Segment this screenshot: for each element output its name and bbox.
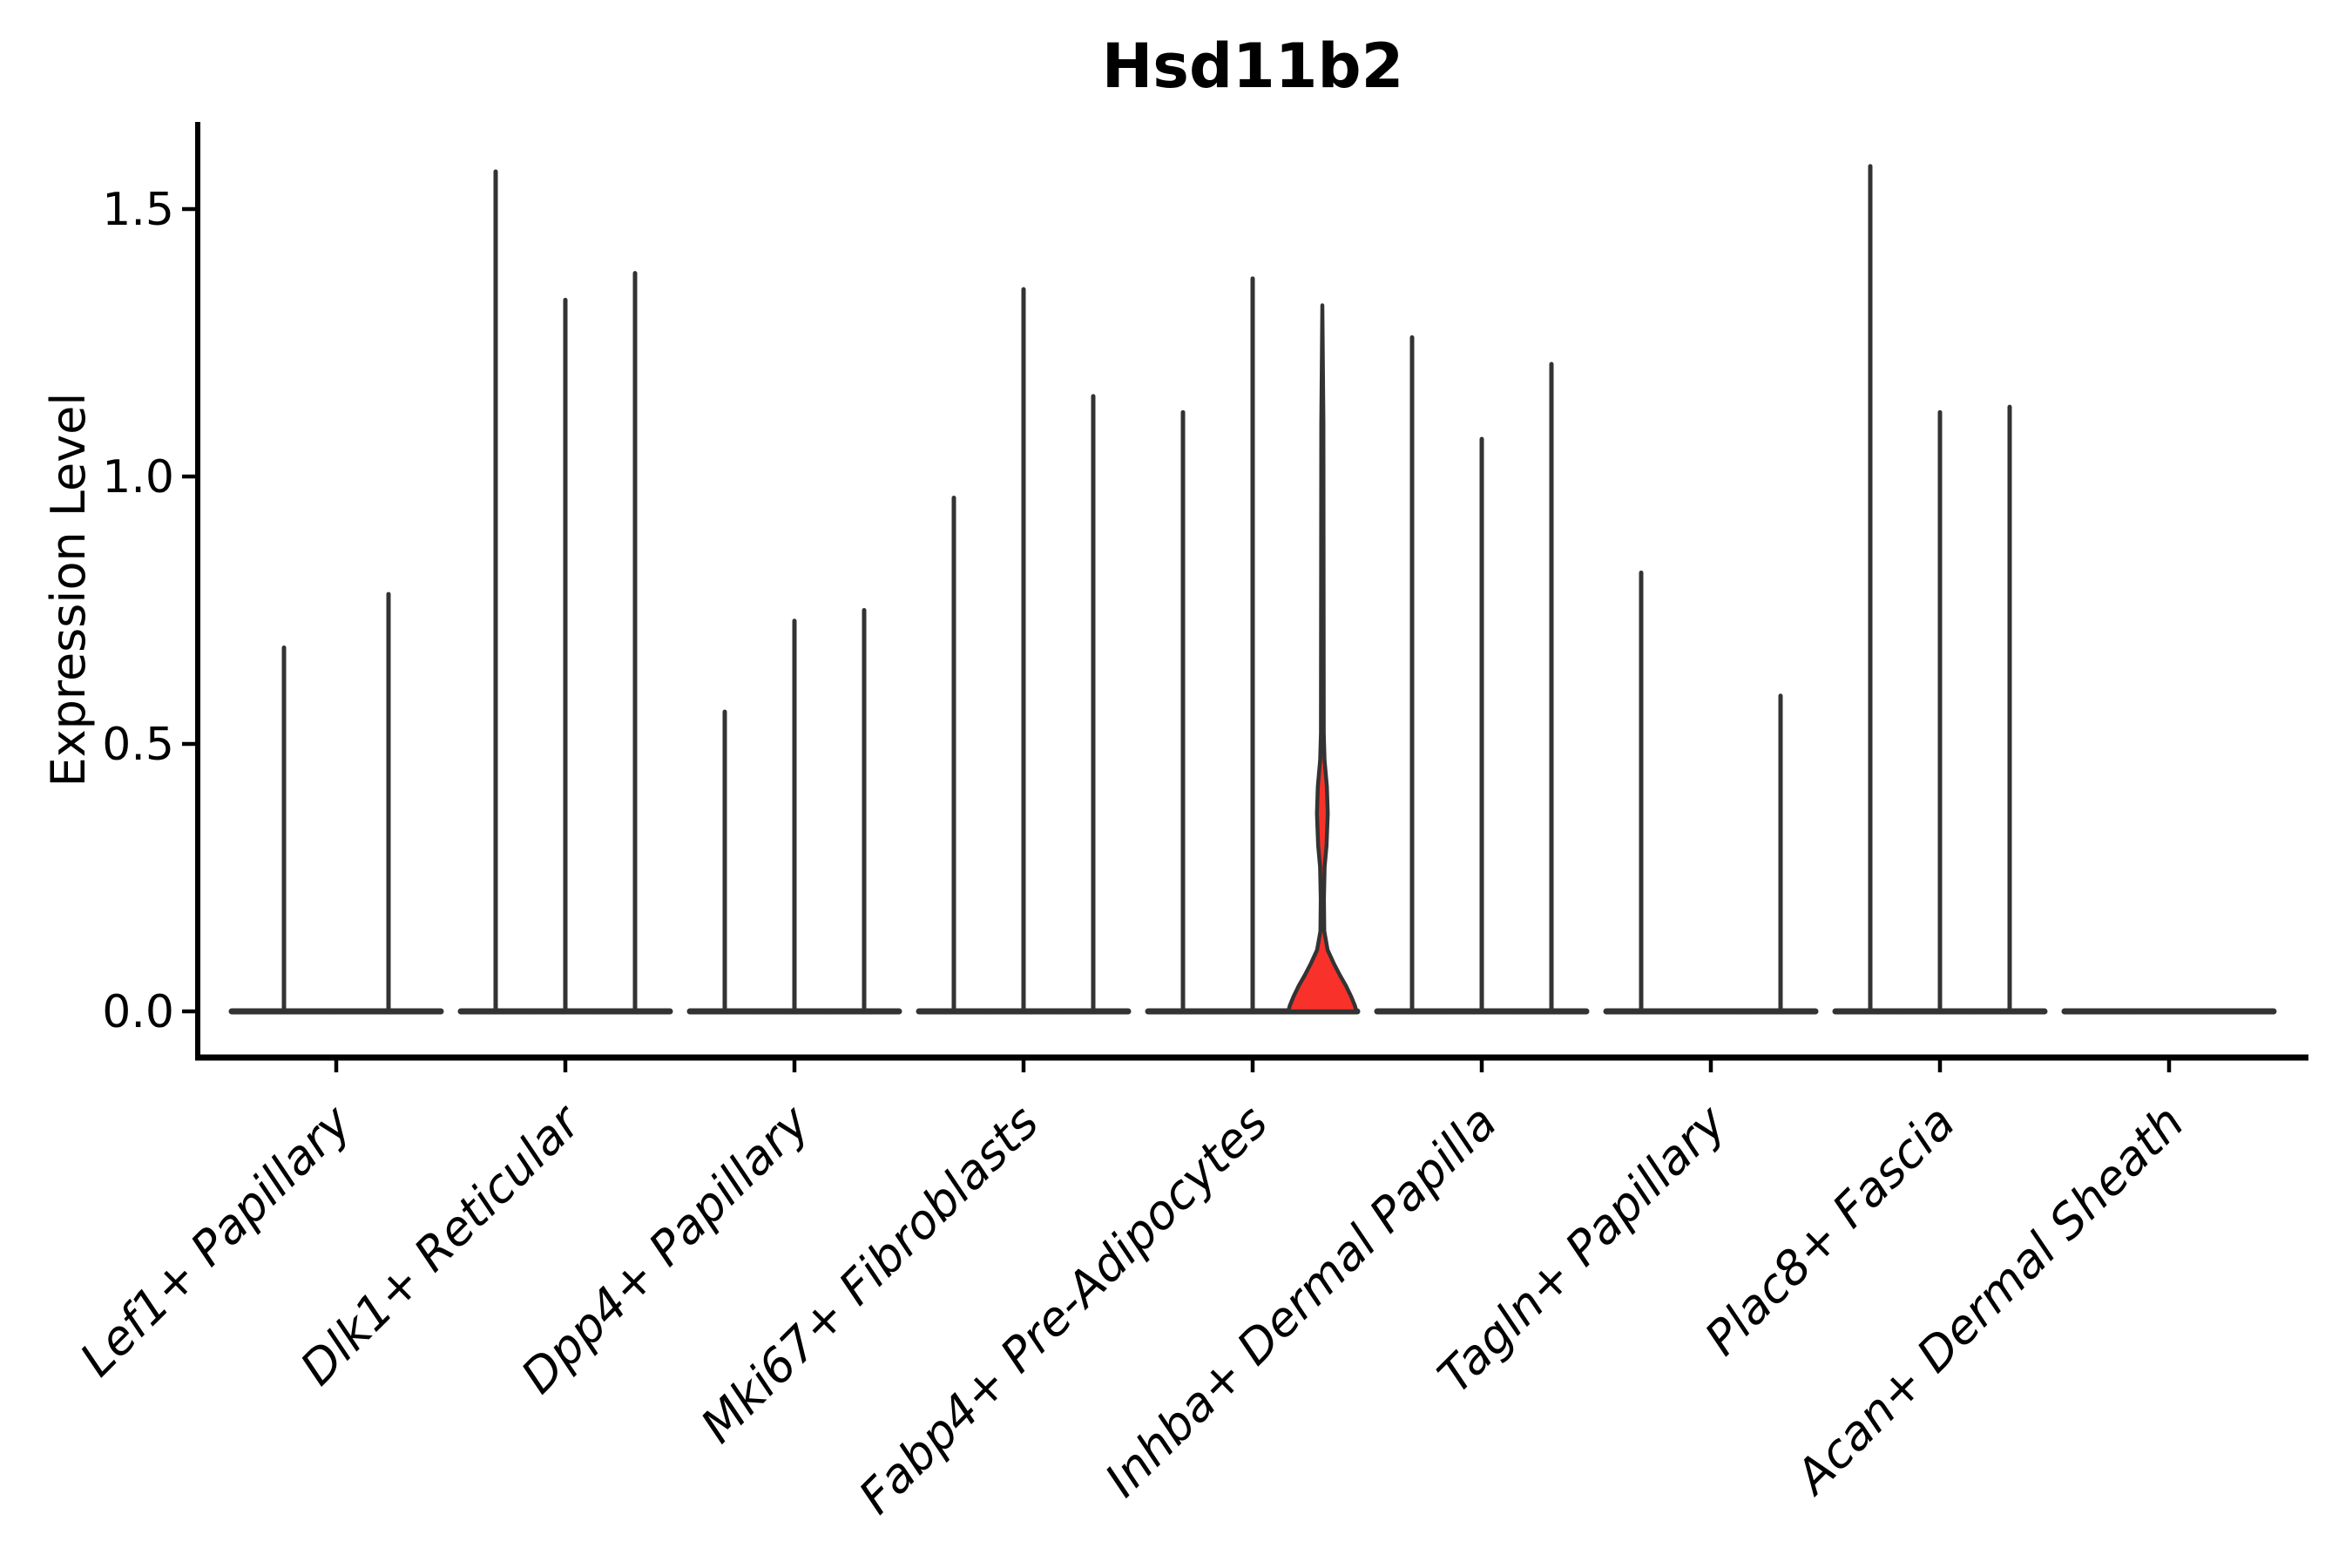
x-category-label: Inhba+ Dermal Papilla [1094,1095,1507,1508]
violins-layer [228,164,2277,1015]
y-tick-label: 1.0 [102,451,174,504]
x-axis-ticks [334,1058,2172,1072]
y-tick-label: 0.0 [102,986,174,1038]
x-category-label: Acan+ Dermal Sheath [1783,1095,2194,1506]
y-tick-label: 1.5 [102,184,174,236]
y-axis-ticks: 0.0 0.5 1.0 1.5 [102,184,198,1038]
x-category-label: Fabp4+ Pre-Adipocytes [848,1095,1278,1524]
y-tick-label: 0.5 [102,719,174,771]
highlighted-violin [1286,303,1359,1014]
chart-title: Hsd11b2 [1102,30,1404,102]
y-axis-label: Expression Level [41,393,96,787]
